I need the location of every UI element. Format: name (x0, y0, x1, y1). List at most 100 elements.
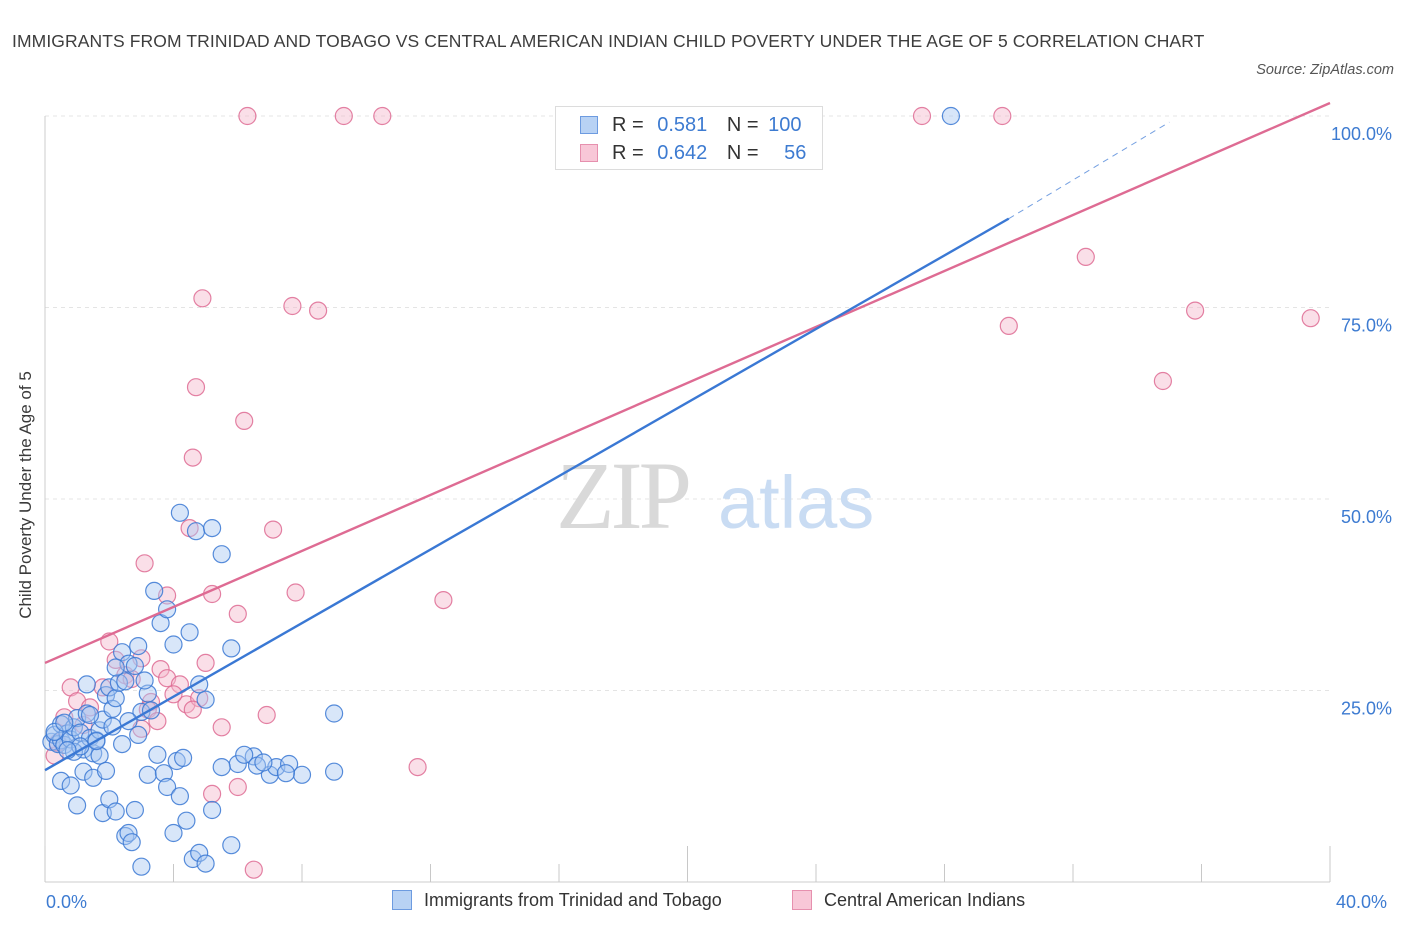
data-point (193, 289, 212, 308)
y-tick-label: 25.0% (1341, 699, 1392, 719)
chart-source: Source: ZipAtlas.com (1256, 62, 1394, 78)
data-point (112, 734, 132, 754)
y-tick-label: 75.0% (1341, 316, 1392, 336)
data-point (125, 800, 144, 820)
data-point (67, 796, 87, 815)
data-point (129, 636, 148, 656)
r-label: R = (612, 114, 644, 136)
data-point (100, 678, 119, 697)
watermark-zip: ZIP (556, 442, 689, 549)
data-point (993, 106, 1012, 126)
data-point (228, 604, 247, 624)
data-point (254, 753, 273, 772)
data-point (45, 722, 64, 742)
x-tick-label-min: 0.0% (46, 892, 88, 912)
data-point (148, 745, 167, 764)
r-label: R = (612, 142, 644, 164)
data-point (177, 811, 196, 830)
data-point (145, 581, 164, 601)
data-point (164, 635, 183, 654)
data-point (135, 554, 154, 573)
data-point (151, 659, 170, 679)
r-value: 0.581 (657, 114, 708, 136)
data-point (154, 764, 173, 783)
n-value: 100 (768, 114, 802, 136)
data-point (132, 857, 151, 876)
r-value: 0.642 (657, 142, 708, 164)
data-point (292, 765, 312, 784)
data-point (257, 705, 276, 725)
pink-swatch (580, 144, 598, 162)
data-point (941, 106, 961, 126)
legend-item-trinidad-tobago: Immigrants from Trinidad and Tobago (392, 890, 722, 911)
data-point (238, 106, 257, 126)
data-point (408, 757, 427, 777)
trend-line-central-american-indians (44, 101, 1331, 665)
stats-legend-row-pink: R = 0.642 N = 56 (580, 140, 806, 166)
data-point (106, 802, 125, 821)
legend-label: Immigrants from Trinidad and Tobago (424, 890, 722, 910)
data-point (212, 757, 231, 777)
trend-line-trinidad-tobago (44, 217, 1010, 772)
watermark: ZIP atlas (556, 442, 874, 549)
data-point (999, 316, 1018, 335)
data-point (283, 296, 302, 316)
data-point (186, 378, 206, 397)
data-point (212, 545, 231, 564)
trend-lines (44, 101, 1331, 772)
data-point (222, 639, 241, 658)
data-point (196, 690, 215, 709)
x-tick-label-max: 40.0% (1336, 892, 1388, 912)
stats-legend-row-blue: R = 0.581 N = 100 (580, 112, 802, 138)
legend-item-central-american-indians: Central American Indians (792, 890, 1025, 911)
data-point (286, 583, 305, 602)
data-point (276, 764, 295, 783)
data-point (228, 777, 247, 797)
data-point (1153, 371, 1173, 391)
blue-swatch (580, 116, 598, 134)
stats-legend: R = 0.581 N = 100 R = 0.642 N = 56 (555, 106, 823, 170)
data-point (186, 522, 206, 541)
series-trinidad-tobago-points (42, 106, 961, 876)
n-label: N = (726, 142, 759, 164)
axes (44, 116, 1331, 883)
data-point (106, 658, 125, 677)
n-label: N = (726, 114, 759, 136)
data-point (264, 520, 283, 539)
data-point (222, 836, 241, 855)
data-point (325, 704, 344, 723)
y-tick-label: 100.0% (1331, 124, 1392, 144)
data-point (129, 725, 148, 745)
y-tick-labels: 25.0% 50.0% 75.0% 100.0% (1331, 124, 1392, 719)
data-point (106, 689, 125, 708)
data-point (148, 711, 167, 731)
data-point (122, 833, 141, 852)
data-point (203, 518, 222, 538)
data-point (244, 860, 263, 879)
data-point (125, 656, 144, 676)
data-point (96, 761, 116, 781)
legend-label: Central American Indians (824, 890, 1026, 910)
data-point (334, 106, 353, 126)
data-point (77, 675, 96, 694)
data-point (196, 854, 215, 873)
data-point (158, 777, 177, 797)
data-point (203, 784, 222, 804)
data-point (90, 746, 109, 765)
data-point (174, 748, 193, 768)
data-point (109, 673, 129, 692)
data-point (235, 745, 254, 764)
data-point (434, 590, 453, 610)
blue-legend-swatch (392, 890, 412, 910)
data-point (190, 843, 209, 863)
data-point (1301, 309, 1320, 328)
data-point (212, 718, 231, 737)
data-point (203, 800, 222, 820)
y-axis-label: Child Poverty Under the Age of 5 (16, 371, 35, 619)
data-point (61, 776, 80, 795)
watermark-atlas: atlas (718, 461, 874, 544)
data-point (309, 301, 328, 320)
data-point (1185, 301, 1205, 320)
data-point (912, 106, 932, 126)
